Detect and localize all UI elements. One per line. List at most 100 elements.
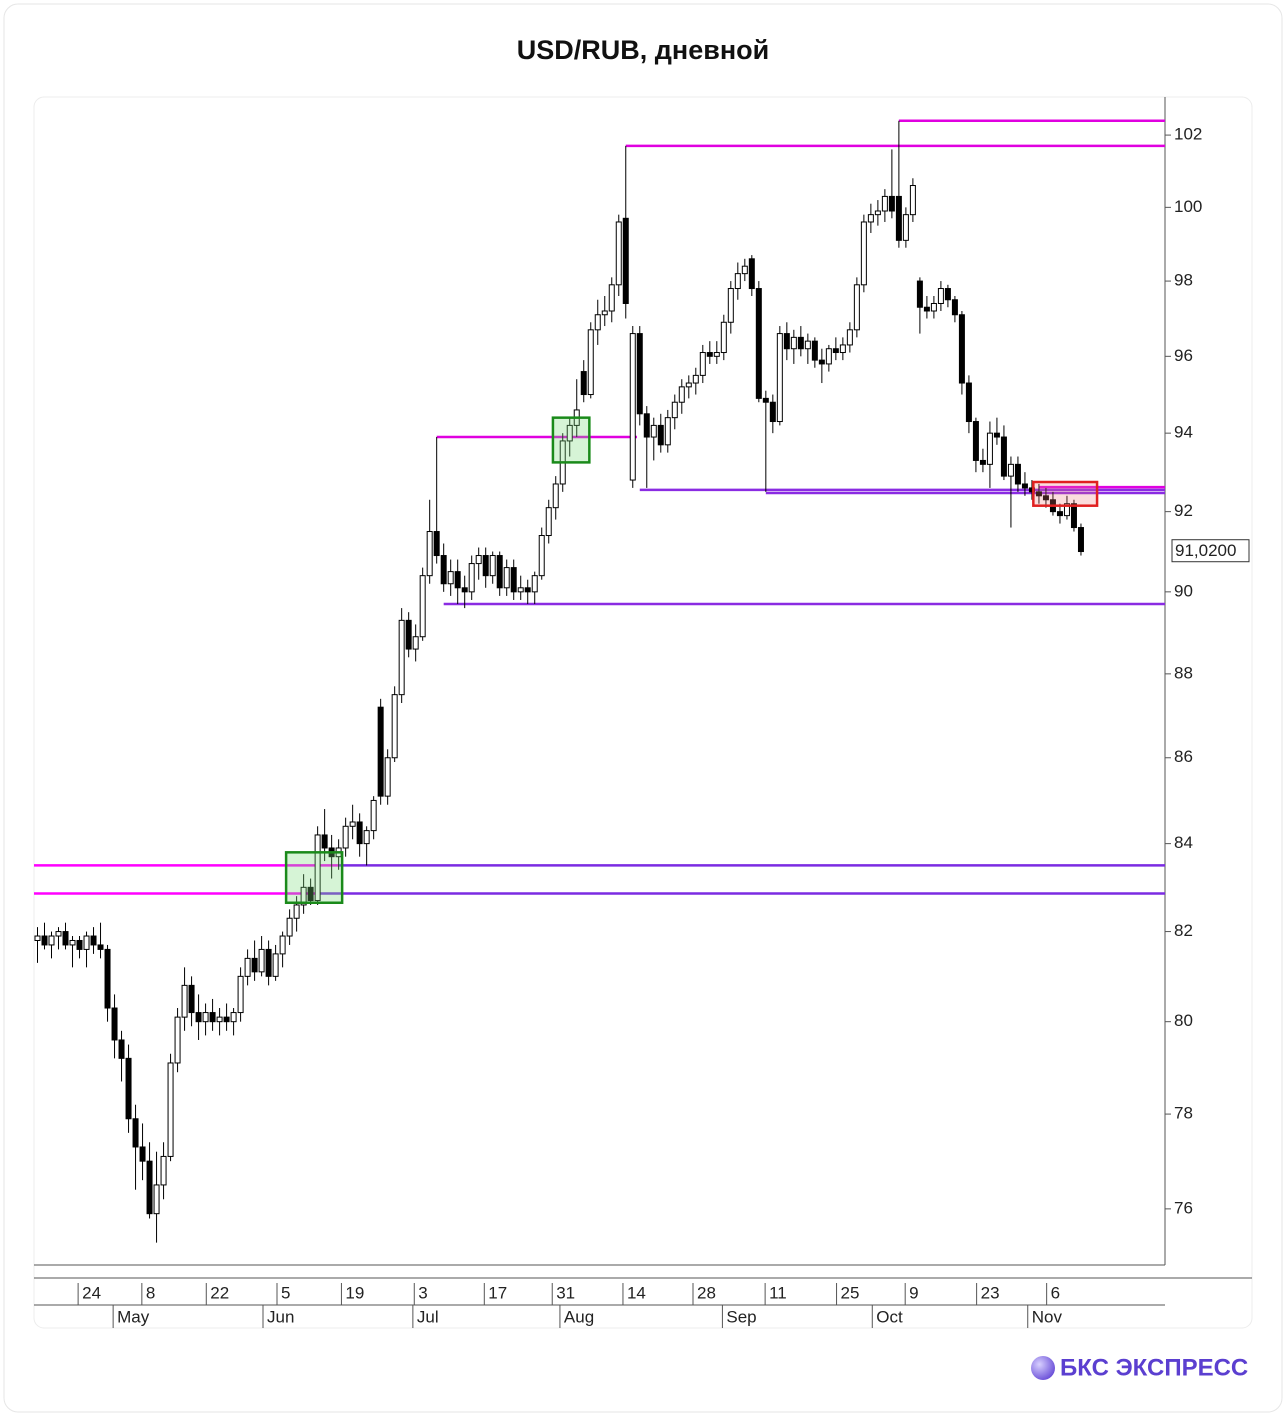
candle-body — [650, 424, 657, 438]
x-tick-label: 19 — [345, 1283, 364, 1302]
candle-body — [958, 314, 965, 384]
candle-body — [146, 1160, 153, 1215]
candle-body — [447, 571, 454, 585]
candle-body — [818, 359, 825, 365]
candle-body — [909, 185, 916, 216]
candle-body — [629, 333, 636, 481]
candle-body — [888, 195, 895, 212]
chart-panel — [33, 96, 1253, 1329]
candle-body — [1021, 483, 1028, 489]
candle-body — [265, 948, 272, 977]
candle-body — [510, 567, 517, 593]
candle-body — [279, 935, 286, 955]
candle-body — [664, 417, 671, 446]
candle-body — [286, 917, 293, 937]
highlight-box — [284, 851, 344, 905]
candle-body — [671, 401, 678, 419]
candle-body — [258, 948, 265, 973]
candle-body — [202, 1012, 209, 1023]
candle-body — [300, 886, 307, 906]
candle-body — [251, 957, 258, 973]
candle-body — [1042, 495, 1049, 501]
x-tick-label: 14 — [627, 1283, 646, 1302]
candle-body — [223, 1016, 230, 1023]
candle-body — [216, 1016, 223, 1023]
candle-body — [1035, 491, 1042, 497]
candle-body — [678, 386, 685, 403]
candle-body — [993, 432, 1000, 438]
candle-body — [965, 382, 972, 423]
month-label: Jun — [267, 1307, 294, 1326]
candle-body — [615, 221, 622, 286]
candle-body — [489, 555, 496, 577]
candle-body — [531, 575, 538, 593]
month-label: May — [117, 1307, 150, 1326]
candle-body — [167, 1062, 174, 1157]
candle-body — [867, 214, 874, 223]
candle-body — [587, 329, 594, 396]
candle-body — [1056, 511, 1063, 517]
candle-body — [321, 834, 328, 849]
candle-body — [517, 587, 524, 593]
candle-body — [475, 555, 482, 565]
x-tick-label: 22 — [210, 1283, 229, 1302]
candle-body — [853, 284, 860, 331]
candle-body — [923, 306, 930, 312]
candle-body — [839, 344, 846, 354]
candle-body — [377, 706, 384, 797]
x-tick-label: 24 — [82, 1283, 101, 1302]
candle-body — [482, 555, 489, 577]
highlight-box — [1032, 480, 1099, 507]
candle-body — [90, 935, 97, 946]
candle-body — [1063, 503, 1070, 517]
candle-body — [692, 374, 699, 384]
chart-title: USD/RUB, дневной — [517, 35, 769, 65]
y-tick-label: 94 — [1174, 423, 1193, 442]
candle-body — [48, 935, 55, 946]
candle-body — [825, 348, 832, 365]
x-tick-label: 6 — [1051, 1283, 1060, 1302]
candle-body — [139, 1146, 146, 1162]
y-tick-label: 92 — [1174, 501, 1193, 520]
candle-body — [685, 382, 692, 388]
candle-body — [776, 333, 783, 423]
candle-body — [111, 1007, 118, 1041]
candle-body — [790, 336, 797, 350]
month-label: Oct — [876, 1307, 903, 1326]
candle-body — [440, 555, 447, 585]
y-tick-label: 78 — [1174, 1104, 1193, 1123]
candle-body — [643, 413, 650, 438]
x-tick-label: 11 — [769, 1283, 787, 1302]
candle-body — [769, 401, 776, 423]
candle-body — [916, 280, 923, 308]
x-tick-label: 8 — [146, 1283, 155, 1302]
brand: БКС ЭКСПРЕСС — [1060, 1354, 1248, 1381]
candle-body — [41, 935, 48, 946]
candle-body — [503, 567, 510, 589]
candle-body — [930, 302, 937, 312]
candle-body — [433, 531, 440, 557]
candle-body — [895, 195, 902, 241]
candle-body — [454, 571, 461, 589]
x-tick-label: 31 — [556, 1283, 575, 1302]
candle-body — [832, 348, 839, 354]
candle-body — [594, 314, 601, 331]
y-tick-label: 88 — [1174, 663, 1193, 682]
candle-body — [804, 340, 811, 350]
candle-body — [461, 587, 468, 593]
candle-body — [979, 459, 986, 465]
candle-body — [160, 1155, 167, 1186]
candle-body — [706, 352, 713, 357]
x-tick-label: 25 — [841, 1283, 860, 1302]
candle-body — [1077, 527, 1084, 553]
candle-body — [349, 821, 356, 827]
candle-body — [951, 299, 958, 316]
candle-body — [881, 195, 888, 212]
y-tick-label: 98 — [1174, 271, 1193, 290]
candle-body — [62, 931, 69, 946]
candle-body — [405, 619, 412, 650]
candle-body — [468, 563, 475, 593]
candle-body — [384, 757, 391, 797]
candle-body — [622, 217, 629, 304]
candle-body — [713, 352, 720, 357]
